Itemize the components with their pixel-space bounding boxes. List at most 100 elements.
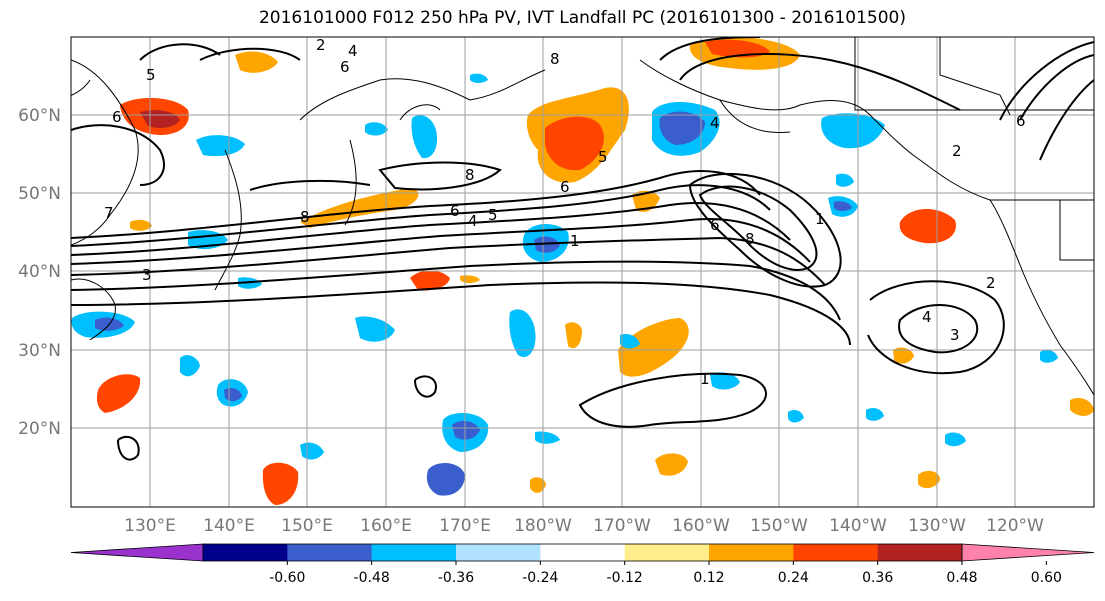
colorbar-tick-label: 0.48 [946, 570, 977, 586]
colorbar-tick-label: 0.36 [862, 570, 893, 586]
pv-anomaly-negative [426, 463, 465, 496]
colorbar-segment [793, 544, 879, 561]
contour-label: 5 [488, 206, 498, 224]
pv-negative-anomalies [71, 73, 1058, 496]
contour-label: 5 [146, 66, 156, 84]
lon-label: 130°W [908, 516, 966, 536]
pv-anomaly-negative [821, 113, 885, 149]
colorbar-tick-label: -0.12 [607, 570, 643, 586]
pv-anomaly-negative [659, 111, 705, 145]
lat-label: 40°N [18, 262, 61, 282]
contour-label: 6 [710, 216, 720, 234]
lon-label: 120°W [986, 516, 1044, 536]
pv-anomaly-positive [565, 322, 582, 349]
contour-label: 3 [950, 326, 960, 344]
contour-label: 4 [468, 212, 478, 230]
ivt-contours [71, 37, 1094, 461]
lon-label: 150°W [750, 516, 808, 536]
colorbar-outline [202, 543, 963, 562]
contour-label: 3 [142, 266, 152, 284]
pv-anomaly-negative [411, 115, 438, 159]
colorbar-segment [456, 544, 541, 561]
pv-anomaly-positive [705, 39, 770, 58]
latitude-axis: 60°N 50°N 40°N 30°N 20°N [18, 106, 61, 439]
pv-anomaly-negative [196, 135, 245, 157]
colorbar-segment [371, 544, 457, 561]
pv-anomaly-negative [365, 122, 388, 136]
pv-anomaly-positive [618, 318, 689, 377]
colorbar-extend-min [70, 543, 204, 562]
pv-anomaly-positive [918, 470, 940, 489]
contour-label: 8 [550, 50, 560, 68]
lon-label: 150°E [281, 516, 333, 536]
colorbar-tick-label: -0.36 [438, 570, 474, 586]
pv-anomaly-positive [410, 270, 450, 291]
pv-anomaly-negative [710, 372, 740, 390]
pv-anomaly-negative [300, 442, 324, 460]
lon-label: 160°W [672, 516, 730, 536]
lon-label: 140°W [829, 516, 887, 536]
contour-label: 2 [316, 36, 326, 54]
contour-label: 7 [104, 204, 114, 222]
contour-label: 6 [340, 58, 350, 76]
pv-anomaly-negative [534, 236, 560, 253]
lat-label: 20°N [18, 419, 61, 439]
contour-label: 1 [700, 370, 710, 388]
pv-anomaly-negative [945, 432, 966, 447]
colorbar-tick-label: -0.48 [354, 570, 390, 586]
lon-label: 160°E [360, 516, 412, 536]
pv-anomaly-negative [180, 355, 200, 377]
lon-label: 170°W [593, 516, 651, 536]
contour-labels: 6 5 2 4 6 8 7 3 8 6 4 5 8 5 1 6 6 1 2 4 … [104, 36, 1026, 388]
pv-anomaly-positive [1070, 398, 1094, 416]
contour-label: 4 [348, 42, 358, 60]
pv-anomaly-negative [535, 431, 560, 444]
colorbar-tick-label: -0.24 [522, 570, 558, 586]
contour-label: 8 [465, 166, 475, 184]
lat-label: 50°N [18, 184, 61, 204]
pv-anomaly-positive [96, 374, 141, 413]
contour-label: 6 [1016, 112, 1026, 130]
lon-label: 140°E [203, 516, 255, 536]
contour-label: 6 [112, 108, 122, 126]
colorbar-tick-label: 0.60 [1031, 570, 1062, 586]
contour-label: 1 [570, 232, 580, 250]
pv-anomaly-negative [470, 73, 488, 83]
contour-label: 1 [815, 210, 825, 228]
colorbar-segment [624, 544, 710, 561]
pv-anomaly-negative [620, 334, 640, 349]
colorbar-extend-max [961, 543, 1095, 562]
colorbar-segment [540, 544, 626, 561]
pv-anomaly-positive [655, 453, 688, 476]
pv-anomaly-negative [1040, 350, 1058, 363]
pv-anomaly-negative [866, 408, 884, 421]
lon-label: 130°E [124, 516, 176, 536]
pv-anomaly-negative [836, 173, 854, 187]
pv-anomaly-positive [545, 116, 604, 171]
lat-label: 60°N [18, 106, 61, 126]
pv-anomaly-positive [899, 208, 956, 244]
contour-label: 2 [952, 142, 962, 160]
colorbar-tick-label: -0.60 [269, 570, 305, 586]
contour-label: 8 [300, 208, 310, 226]
pv-anomaly-negative [355, 316, 395, 342]
colorbar-tick-label: 0.24 [778, 570, 809, 586]
coastlines [71, 37, 1094, 396]
map-border [70, 36, 1095, 508]
longitude-axis: 130°E 140°E 150°E 160°E 170°E 180°W 170°… [124, 516, 1044, 536]
chart-title: 2016101000 F012 250 hPa PV, IVT Landfall… [258, 8, 906, 28]
lon-label: 180°W [514, 516, 572, 536]
pv-anomaly-positive [130, 219, 152, 231]
graticule [71, 37, 1094, 507]
colorbar-segment [203, 544, 288, 561]
colorbar-tick-label: 0.12 [693, 570, 724, 586]
contour-label: 6 [560, 178, 570, 196]
colorbar-segment [877, 544, 963, 561]
colorbar-segment [709, 544, 794, 561]
contour-label: 4 [710, 114, 720, 132]
lon-label: 170°E [439, 516, 491, 536]
contour-label: 8 [745, 230, 755, 248]
pv-anomaly-positive [530, 477, 546, 493]
pv-anomaly-positive [262, 462, 299, 505]
